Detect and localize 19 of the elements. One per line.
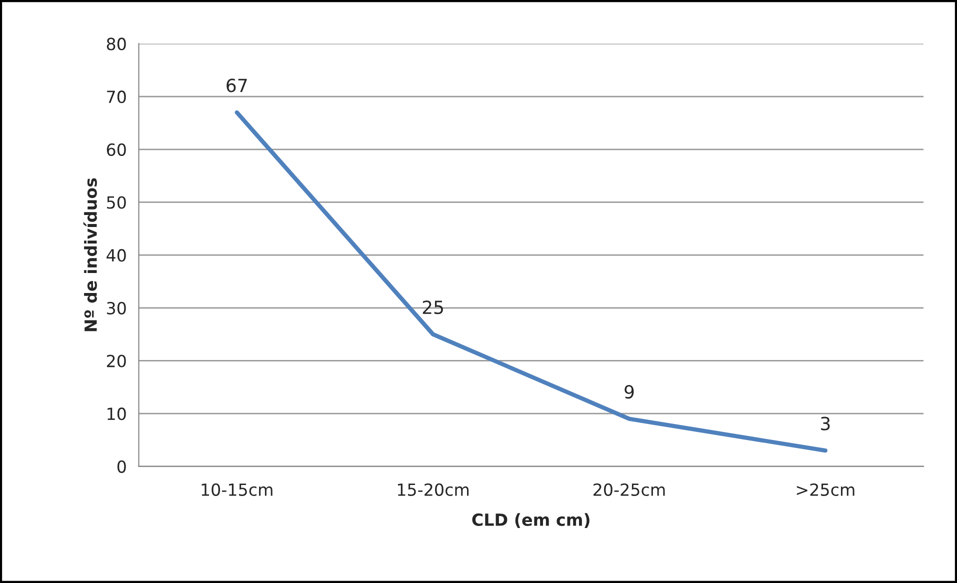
y-tick-label: 80 — [106, 38, 126, 50]
y-tick-label: 30 — [107, 302, 126, 314]
y-tick-label: 10 — [108, 408, 126, 420]
x-tick-label: 20-25cm — [594, 483, 665, 496]
y-tick-label: 60 — [106, 143, 126, 156]
y-tick-label: 50 — [107, 196, 126, 209]
data-label: 3 — [821, 416, 830, 430]
y-tick-label: 0 — [117, 460, 126, 473]
data-label: 25 — [422, 300, 443, 314]
y-axis-title: Nº de indivíduos — [83, 178, 97, 332]
y-tick-label: 20 — [106, 354, 126, 368]
y-tick-label: 40 — [106, 249, 126, 262]
x-tick-label: 10-15cm — [202, 483, 272, 496]
y-tick-label: 70 — [107, 90, 126, 104]
data-label: 9 — [624, 385, 634, 399]
x-tick-label: 15-20cm — [398, 483, 469, 496]
x-axis-title: CLD (em cm) — [472, 513, 590, 528]
data-label: 67 — [226, 78, 247, 92]
x-tick-label: >25cm — [796, 483, 854, 496]
